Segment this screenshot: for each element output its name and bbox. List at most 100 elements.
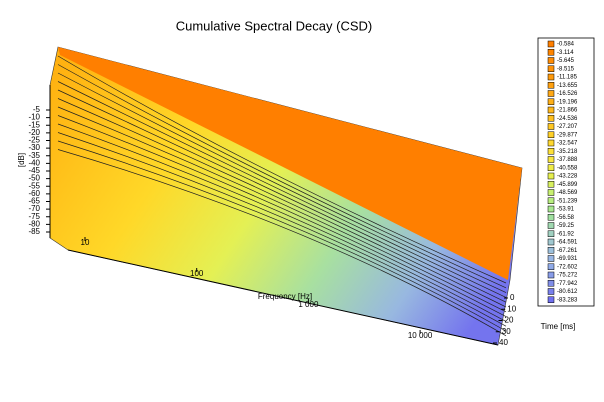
legend-swatch — [547, 65, 555, 72]
y-tick-label: 10 — [507, 304, 516, 313]
contour-line — [57, 55, 507, 284]
legend-label: -19.196 — [557, 99, 578, 105]
legend-label: -77.942 — [557, 281, 578, 287]
contour-line — [57, 115, 507, 317]
legend-label: -16.526 — [557, 91, 578, 97]
y-tick-label: 40 — [499, 338, 508, 347]
legend-swatch — [547, 98, 555, 105]
legend-swatch — [547, 156, 555, 163]
contours — [57, 55, 507, 337]
legend-label: -43.228 — [557, 174, 578, 180]
legend-swatch — [547, 115, 555, 122]
z-tick-label: -15 — [28, 120, 40, 129]
legend-label: -72.602 — [557, 264, 578, 270]
legend-label: -53.91 — [557, 207, 575, 213]
legend-label: -48.569 — [557, 190, 578, 196]
legend-swatch — [547, 106, 555, 114]
z-tick-label: -20 — [28, 128, 40, 137]
legend-label: -61.92 — [557, 231, 575, 237]
legend-swatch — [547, 82, 555, 89]
legend-label: -3.114 — [557, 50, 574, 56]
legend-swatch — [547, 296, 555, 303]
legend-swatch — [547, 139, 555, 147]
legend-label: -5.645 — [557, 58, 575, 64]
contour-line — [57, 123, 507, 322]
legend-swatch — [547, 73, 555, 81]
legend-label: -0.584 — [557, 42, 575, 48]
legend-label: -21.866 — [557, 108, 578, 114]
contour-line — [57, 81, 507, 298]
legend-swatch — [547, 57, 555, 64]
x-tick-label: 10 000 — [408, 331, 433, 340]
contour-line — [57, 98, 507, 308]
legend-label: -67.261 — [557, 248, 578, 254]
z-tick-label: -40 — [28, 158, 40, 167]
z-tick-label: -35 — [28, 151, 40, 160]
z-tick-label: -45 — [28, 166, 40, 175]
contour-line — [57, 64, 507, 289]
legend-label: -24.536 — [557, 116, 578, 122]
legend-swatch — [547, 255, 555, 262]
z-tick-label: -85 — [28, 227, 40, 236]
x-tick-label: 100 — [190, 269, 204, 278]
x-tick-label: 10 — [81, 238, 90, 247]
contour-line — [57, 72, 507, 293]
legend-label: -8.515 — [557, 66, 575, 72]
x-tick-label: 1 000 — [298, 300, 319, 309]
legend-swatch — [547, 205, 555, 213]
y-tick-label: 0 — [510, 293, 515, 302]
legend-swatch — [547, 280, 555, 287]
legend-label: -27.207 — [557, 124, 578, 130]
z-tick-label: -5 — [33, 105, 41, 114]
legend-swatch — [547, 247, 555, 254]
legend-label: -45.899 — [557, 182, 578, 188]
z-tick-label: -80 — [28, 219, 40, 228]
contour-line — [57, 89, 507, 303]
legend-swatch — [547, 230, 555, 237]
legend-label: -35.218 — [557, 149, 578, 155]
legend-label: -13.655 — [557, 83, 578, 89]
legend-swatch — [547, 288, 555, 295]
legend-swatch — [547, 131, 555, 138]
legend-swatch — [547, 197, 555, 204]
legend-label: -51.239 — [557, 198, 578, 204]
contour-line — [57, 132, 507, 327]
surface-top — [58, 47, 522, 280]
legend-swatch — [547, 172, 555, 180]
y-axis-label: Time [ms] — [541, 322, 576, 331]
x-axis-label: Frequency [Hz] — [258, 292, 312, 301]
legend-swatch — [547, 222, 555, 229]
legend-swatch — [547, 238, 555, 246]
z-tick-label: -50 — [28, 174, 40, 183]
contour-line — [57, 106, 507, 313]
legend-box — [537, 37, 595, 307]
legend-swatch — [547, 214, 555, 221]
z-tick-label: -70 — [28, 204, 40, 213]
y-tick-label: 30 — [502, 327, 511, 336]
z-tick-label: -60 — [28, 189, 40, 198]
y-tick-label: 20 — [505, 316, 514, 325]
legend-swatch — [547, 40, 555, 48]
legend-label: -11.185 — [557, 75, 578, 81]
legend-label: -64.591 — [557, 240, 578, 246]
legend-swatch — [547, 181, 555, 188]
legend-label: -83.283 — [557, 297, 578, 303]
legend-swatch — [547, 148, 555, 155]
axis-line — [67, 249, 499, 346]
z-tick-label: -10 — [28, 113, 40, 122]
legend-label: -80.612 — [557, 289, 578, 295]
legend-label: -37.888 — [557, 157, 578, 163]
contour-line — [57, 140, 507, 332]
legend-swatch — [547, 164, 555, 171]
legend-swatch — [547, 90, 555, 97]
legend-swatch — [547, 123, 555, 130]
z-tick-label: -65 — [28, 197, 40, 206]
legend-label: -40.558 — [557, 165, 578, 171]
z-tick-label: -30 — [28, 143, 40, 152]
legend-swatch — [547, 49, 555, 56]
legend-label: -29.877 — [557, 132, 578, 138]
z-tick-label: -55 — [28, 181, 40, 190]
legend-swatch — [547, 271, 555, 279]
legend-label: -69.931 — [557, 256, 578, 262]
